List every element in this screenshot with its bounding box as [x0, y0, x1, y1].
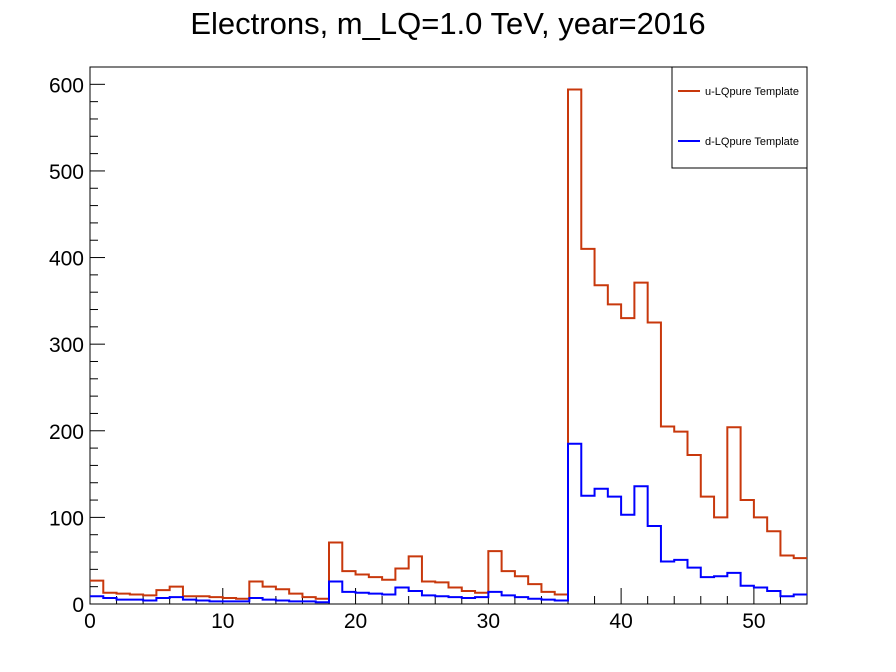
- y-tick-label: 600: [49, 74, 84, 97]
- x-tick-label: 10: [211, 610, 234, 633]
- x-axis: 0 10 20 30 40 50: [84, 588, 808, 633]
- series-group: [90, 88, 807, 604]
- y-axis: 0 100 200 300 400 500 600: [49, 66, 105, 617]
- series-line: [90, 442, 807, 604]
- legend-label-u: u-LQpure Template: [705, 86, 799, 98]
- x-tick-label: 40: [609, 610, 632, 633]
- legend-label-d: d-LQpure Template: [705, 136, 799, 148]
- legend-box: [671, 66, 808, 169]
- y-tick-label: 400: [49, 248, 84, 271]
- y-tick-label: 0: [72, 594, 84, 617]
- legend: u-LQpure Template d-LQpure Template: [671, 66, 808, 169]
- x-tick-label: 50: [742, 610, 765, 633]
- y-tick-label: 300: [49, 334, 84, 357]
- series-u-lqpure: [90, 88, 807, 600]
- x-tick-label: 30: [477, 610, 500, 633]
- y-tick-label: 100: [49, 507, 84, 530]
- x-tick-label: 20: [344, 610, 367, 633]
- x-tick-label: 0: [84, 610, 96, 633]
- series-line: [90, 88, 807, 600]
- series-d-lqpure: [90, 442, 807, 604]
- y-tick-label: 200: [49, 421, 84, 444]
- y-tick-label: 500: [49, 161, 84, 184]
- plot-frame: [89, 66, 808, 605]
- chart-title: Electrons, m_LQ=1.0 TeV, year=2016: [190, 6, 705, 41]
